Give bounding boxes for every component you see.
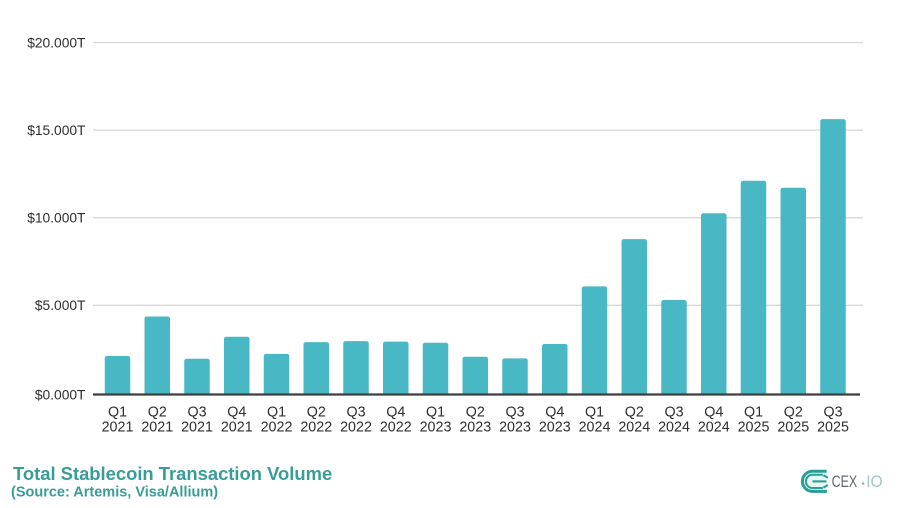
svg-text:2024: 2024 [698,419,730,435]
svg-text:2022: 2022 [261,419,293,435]
svg-text:2021: 2021 [221,419,253,435]
svg-text:$10.000T: $10.000T [27,211,86,226]
svg-text:2024: 2024 [658,419,690,435]
svg-text:2023: 2023 [420,419,452,435]
svg-text:2024: 2024 [579,419,611,435]
svg-text:2024: 2024 [618,419,650,435]
svg-text:Q1: Q1 [744,404,763,420]
svg-text:2025: 2025 [738,419,770,435]
svg-text:2023: 2023 [539,419,571,435]
svg-text:2022: 2022 [340,419,372,435]
svg-text:Q3: Q3 [823,404,842,420]
svg-text:Q1: Q1 [267,404,286,420]
svg-text:Q4: Q4 [704,404,723,420]
svg-text:Q1: Q1 [426,404,445,420]
svg-text:Q4: Q4 [386,404,405,420]
svg-text:Q2: Q2 [148,404,167,420]
svg-text:Q3: Q3 [664,404,683,420]
svg-text:2022: 2022 [380,419,412,435]
svg-text:Q2: Q2 [625,404,644,420]
svg-text:(Source: Artemis, Visa/Allium): (Source: Artemis, Visa/Allium) [11,484,218,500]
svg-text:2023: 2023 [499,419,531,435]
svg-text:Q2: Q2 [784,404,803,420]
svg-text:Q1: Q1 [585,404,604,420]
svg-text:2021: 2021 [141,419,173,435]
svg-text:IO: IO [866,472,882,491]
svg-text:Q2: Q2 [307,404,326,420]
svg-text:Q3: Q3 [346,404,365,420]
svg-text:2025: 2025 [817,419,849,435]
svg-text:Total Stablecoin Transaction V: Total Stablecoin Transaction Volume [13,463,332,484]
svg-text:CEX: CEX [832,472,858,491]
svg-text:Q1: Q1 [108,404,127,420]
svg-text:Q3: Q3 [505,404,524,420]
svg-text:Q4: Q4 [227,404,246,420]
svg-text:$0.000T: $0.000T [35,387,86,402]
svg-text:2021: 2021 [181,419,213,435]
svg-text:Q3: Q3 [187,404,206,420]
svg-text:$5.000T: $5.000T [35,298,86,313]
svg-text:$15.000T: $15.000T [27,123,86,138]
svg-text:Q2: Q2 [466,404,485,420]
svg-text:Q4: Q4 [545,404,564,420]
svg-text:2022: 2022 [300,419,332,435]
svg-text:$20.000T: $20.000T [27,35,86,50]
svg-text:2021: 2021 [102,419,134,435]
svg-text:2023: 2023 [459,419,491,435]
svg-text:2025: 2025 [777,419,809,435]
